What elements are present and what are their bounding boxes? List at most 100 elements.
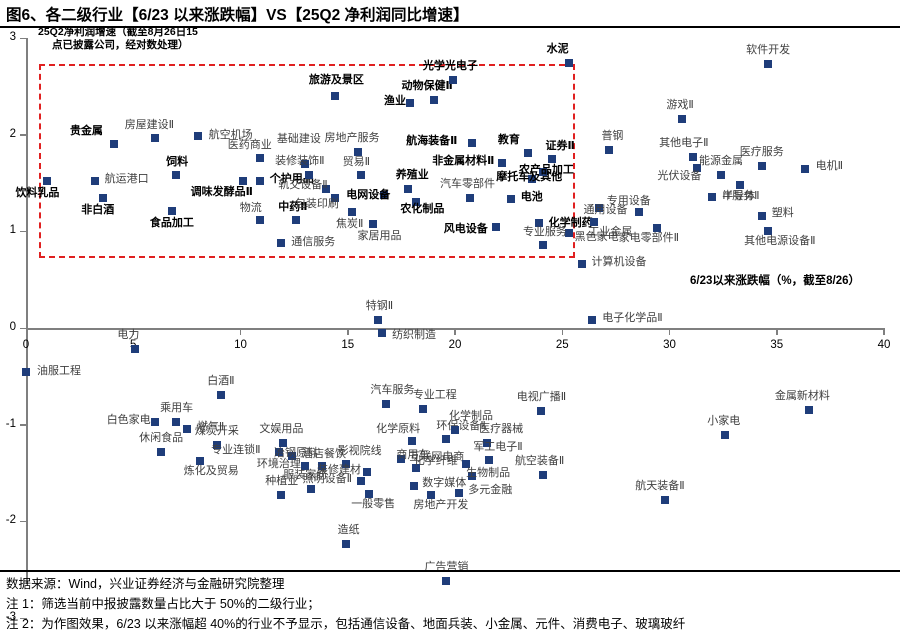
x-tick-label: 0	[22, 339, 30, 351]
data-point	[90, 177, 99, 186]
data-source: 数据来源：Wind，兴业证券经济与金融研究院整理	[6, 577, 285, 591]
data-point	[757, 161, 766, 170]
highlight-box	[38, 64, 576, 259]
data-point	[498, 158, 507, 167]
data-point	[356, 171, 365, 180]
data-point-label: 化学原料	[376, 423, 421, 436]
data-point	[448, 75, 457, 84]
x-tick-label: 15	[341, 339, 355, 351]
data-point	[322, 184, 331, 193]
data-point	[217, 390, 226, 399]
data-point	[150, 417, 159, 426]
y-tick	[20, 424, 27, 426]
data-point-label: 专业工程	[412, 389, 457, 402]
x-tick-label: 25	[555, 339, 569, 351]
data-point-label: 医疗器械	[479, 423, 524, 436]
data-point	[307, 485, 316, 494]
data-point-label: 照明设备Ⅱ	[302, 472, 353, 485]
data-point-label: 轨交设备Ⅱ	[278, 178, 328, 191]
data-point-label: 环境治理	[256, 458, 301, 471]
data-point	[564, 229, 573, 238]
data-point	[354, 148, 363, 157]
data-point	[341, 539, 350, 548]
data-point	[427, 491, 436, 500]
data-point-label: 房屋建设Ⅱ	[124, 118, 175, 131]
data-point	[255, 215, 264, 224]
data-point-label: 一般零售	[351, 498, 396, 511]
data-point	[255, 177, 264, 186]
data-point-label: 摩托车及其他	[496, 171, 563, 184]
data-point-label: 包装印刷	[294, 197, 339, 210]
note-2: 注 2：为作图效果，6/23 以来涨幅超 40%的行业不予显示，包括通信设备、地…	[6, 617, 686, 631]
data-point-label: 光学光电子	[422, 59, 478, 72]
data-point	[442, 435, 451, 444]
data-point-label: 调味发酵品Ⅱ	[190, 186, 253, 199]
data-point-label: 农化制品	[400, 203, 445, 216]
data-point	[466, 194, 474, 203]
y-axis-title-line1: 25Q2净利润增速（截至8月26日15	[38, 26, 198, 38]
data-point	[635, 208, 644, 216]
data-point	[689, 152, 698, 161]
data-point	[412, 464, 421, 473]
x-tick-label: 5	[113, 339, 153, 351]
data-point-label: 影视院线	[337, 445, 382, 458]
data-point	[363, 468, 372, 477]
title-divider	[0, 26, 900, 28]
data-point-label: 动物保健Ⅱ	[401, 79, 453, 92]
data-point	[318, 462, 326, 471]
data-point	[757, 211, 766, 220]
data-point	[538, 168, 547, 177]
data-point-label: 软件开发	[746, 44, 791, 57]
data-point-label: 电机Ⅱ	[815, 159, 844, 172]
data-point	[455, 489, 464, 498]
data-point-label: 个护用品	[269, 173, 314, 186]
data-point-label: 化学制药	[548, 216, 593, 229]
data-point	[800, 164, 809, 173]
y-axis-title-line2: 点已披露公司，经对数处理）	[52, 39, 189, 51]
data-point-label: 物流	[239, 201, 262, 214]
data-point-label: 造纸	[337, 523, 360, 536]
data-point-label: 水泥	[546, 43, 569, 56]
data-point-label: 半导体	[722, 189, 756, 202]
data-point-label: 航海装备Ⅱ	[406, 135, 458, 148]
data-point	[300, 159, 309, 168]
data-point-label: 普钢	[601, 130, 624, 143]
data-point-label: 贸易Ⅱ	[342, 156, 371, 169]
data-point-label: 酒店餐饮	[301, 447, 346, 460]
data-point-label: 饲料	[166, 156, 189, 169]
data-point	[716, 171, 725, 180]
data-point	[764, 227, 773, 236]
data-point	[577, 260, 586, 269]
x-tick-label: 35	[770, 339, 784, 351]
y-tick	[20, 37, 27, 39]
data-point-label: 军工电子Ⅱ	[473, 441, 523, 454]
data-point-label: 证券Ⅱ	[545, 139, 575, 152]
y-tick	[20, 520, 27, 523]
data-point-label: 非金属材料Ⅱ	[432, 154, 495, 167]
x-tick	[347, 328, 349, 335]
y-tick-label: 2	[9, 127, 16, 140]
data-point	[506, 195, 515, 204]
data-point-label: 贵金属	[69, 125, 103, 138]
data-point	[378, 328, 387, 337]
x-tick	[454, 328, 456, 335]
data-point	[277, 238, 286, 247]
data-point	[193, 131, 202, 140]
data-point-label: 电子化学品Ⅱ	[602, 312, 663, 325]
data-point	[538, 470, 547, 479]
data-point	[277, 491, 286, 500]
data-point-label: 种植业	[265, 475, 299, 488]
y-tick	[20, 617, 27, 619]
data-point-label: 生物制品	[466, 466, 511, 479]
data-point	[442, 577, 451, 586]
data-point-label: 文娱用品	[259, 423, 304, 436]
data-point	[397, 454, 406, 463]
y-axis-title: 25Q2净利润增速（截至8月26日15 点已披露公司，经对数处理）	[38, 26, 288, 52]
data-point-label: 电力	[117, 329, 140, 342]
data-point	[564, 59, 573, 68]
data-point	[99, 193, 108, 202]
x-tick	[776, 328, 778, 335]
data-point-label: 电视广播Ⅱ	[516, 391, 567, 404]
data-point	[483, 439, 492, 448]
data-point	[588, 316, 597, 325]
